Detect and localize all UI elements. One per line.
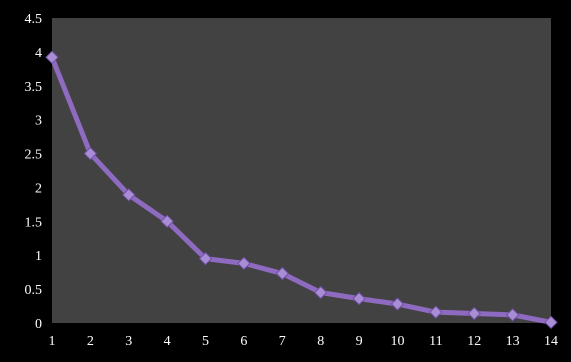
x-tick-label: 11: [429, 334, 442, 349]
x-tick-label: 14: [544, 334, 558, 349]
x-tick-label: 3: [125, 334, 132, 349]
data-point-marker: [198, 251, 213, 266]
x-tick-label: 10: [390, 334, 404, 349]
y-tick-label: 2: [35, 181, 42, 196]
y-tick-label: 0.5: [25, 283, 43, 298]
data-point-marker: [429, 305, 443, 319]
x-tick-label: 8: [317, 334, 324, 349]
data-point-marker: [390, 297, 405, 311]
x-tick-label: 9: [356, 334, 363, 349]
data-point-marker: [237, 256, 251, 271]
data-point-marker: [544, 315, 558, 330]
y-tick-label: 4.5: [25, 12, 43, 27]
data-point-marker: [45, 50, 59, 65]
y-tick-label: 1.5: [25, 215, 43, 230]
y-axis: 0 0.5 1 1.5 2 2.5 3 3.5 4 4.5: [25, 12, 43, 332]
x-tick-label: 1: [49, 334, 56, 349]
data-point-marker: [275, 266, 290, 281]
data-point-marker: [467, 306, 481, 321]
x-tick-label: 13: [506, 334, 520, 349]
x-tick-label: 5: [202, 334, 209, 349]
plot-area: [52, 18, 551, 323]
y-tick-label: 0: [35, 317, 42, 332]
x-tick-label: 4: [164, 334, 171, 349]
x-tick-label: 12: [467, 334, 481, 349]
data-point-marker: [160, 214, 174, 229]
series-layer: [45, 50, 558, 330]
y-tick-label: 3.5: [25, 80, 43, 95]
x-tick-label: 6: [240, 334, 247, 349]
data-point-marker: [122, 188, 136, 202]
x-tick-label: 2: [87, 334, 94, 349]
x-tick-label: 7: [279, 334, 286, 349]
data-point-marker: [83, 146, 98, 161]
y-tick-label: 1: [35, 249, 42, 264]
y-tick-label: 2.5: [25, 148, 43, 163]
x-axis: 1 2 3 4 5 6 7 8 9 10 11 12 13 14: [49, 334, 559, 349]
y-tick-label: 4: [35, 46, 42, 61]
data-point-marker: [505, 308, 520, 322]
y-tick-label: 3: [35, 114, 42, 129]
data-point-marker: [352, 291, 366, 306]
data-point-marker: [313, 285, 328, 300]
